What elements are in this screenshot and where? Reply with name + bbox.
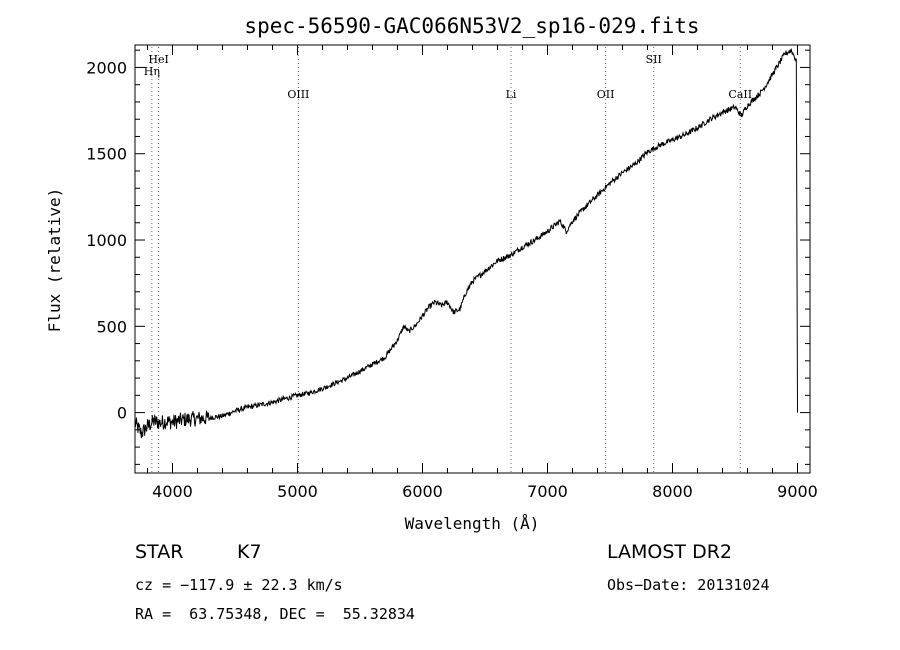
- line-marker-label: HeI: [148, 53, 168, 66]
- y-tick-label: 0: [117, 404, 127, 423]
- spectrum-line: [134, 47, 798, 439]
- line-marker-label: SII: [646, 53, 662, 66]
- axis-ticks: 4000 5000 6000 7000 8000 9000 0 500 1000 1500 2000: [86, 45, 818, 501]
- x-tick-label: 4000: [152, 482, 193, 501]
- x-tick-label: 7000: [527, 482, 568, 501]
- line-marker-label: CaII: [728, 88, 752, 101]
- y-tick-label: 2000: [86, 58, 127, 77]
- coordinates: RA = 63.75348, DEC = 55.32834: [135, 605, 415, 623]
- y-tick-label: 1000: [86, 231, 127, 250]
- x-tick-label: 9000: [777, 482, 818, 501]
- object-type: STAR: [135, 541, 184, 563]
- obs-date: Obs−Date: 20131024: [607, 576, 770, 594]
- x-axis-label: Wavelength (Å): [405, 514, 540, 533]
- line-marker-label: Li: [506, 88, 517, 101]
- y-tick-label: 1500: [86, 145, 127, 164]
- chart-title: spec-56590-GAC066N53V2_sp16-029.fits: [244, 14, 699, 38]
- y-axis-label: Flux (relative): [45, 188, 64, 333]
- line-marker-label: OIII: [287, 88, 309, 101]
- x-tick-label: 5000: [277, 482, 318, 501]
- x-tick-label: 8000: [652, 482, 693, 501]
- x-tick-label: 6000: [402, 482, 443, 501]
- survey-name: LAMOST DR2: [607, 541, 732, 563]
- spectral-subclass: K7: [237, 541, 262, 563]
- redshift-cz: cz = −117.9 ± 22.3 km/s: [135, 576, 343, 594]
- line-marker-label: Hη: [144, 65, 160, 78]
- line-marker-label: OII: [597, 88, 615, 101]
- y-tick-label: 500: [96, 317, 127, 336]
